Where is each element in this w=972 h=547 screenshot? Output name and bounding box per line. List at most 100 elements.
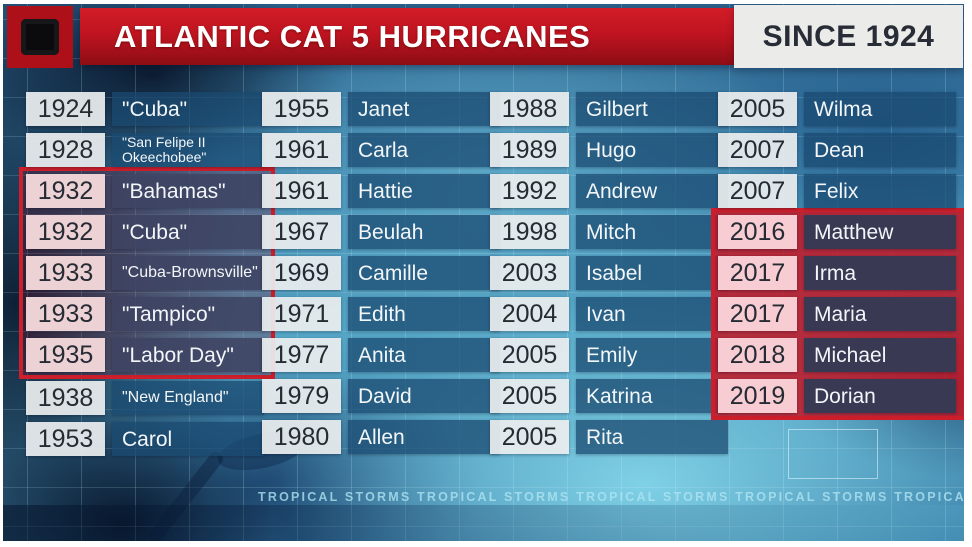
storm-row: 1989 Hugo bbox=[490, 133, 732, 167]
storm-name-cell: Hattie bbox=[348, 174, 500, 208]
storm-name-cell: "Cuba" bbox=[112, 92, 264, 126]
storm-name-cell: "Tampico" bbox=[112, 297, 264, 331]
storm-row: 1971 Edith bbox=[262, 297, 504, 331]
year-cell: 1961 bbox=[262, 133, 341, 167]
column-4: 2005 Wilma 2007 Dean 2007 Felix 2016 Matthew 201… bbox=[711, 92, 964, 422]
storm-row: 1998 Mitch bbox=[490, 215, 732, 249]
year-cell: 1988 bbox=[490, 92, 569, 126]
since-badge: SINCE 1924 bbox=[734, 5, 963, 68]
storm-row: 2005 Emily bbox=[490, 338, 732, 372]
storm-row: 2005 Katrina bbox=[490, 379, 732, 413]
storm-row: 1977 Anita bbox=[262, 338, 504, 372]
storm-row: 1988 Gilbert bbox=[490, 92, 732, 126]
storm-row: 1933 "Cuba-Brownsville" bbox=[26, 256, 268, 290]
storm-name-cell: Anita bbox=[348, 338, 500, 372]
storm-row: 2005 Wilma bbox=[718, 92, 960, 126]
hud-outline-box bbox=[788, 429, 878, 479]
storm-name-cell: "Bahamas" bbox=[112, 174, 264, 208]
year-cell: 2005 bbox=[490, 420, 569, 454]
year-cell: 1967 bbox=[262, 215, 341, 249]
storm-name-cell: Rita bbox=[576, 420, 728, 454]
year-cell: 1977 bbox=[262, 338, 341, 372]
year-cell: 1955 bbox=[262, 92, 341, 126]
storm-name-cell: Dean bbox=[804, 133, 956, 167]
since-label: SINCE 1924 bbox=[762, 19, 935, 53]
storm-name-cell: Matthew bbox=[804, 215, 956, 249]
storm-row: 2004 Ivan bbox=[490, 297, 732, 331]
year-cell: 1924 bbox=[26, 92, 105, 126]
storm-row: 2007 Dean bbox=[718, 133, 960, 167]
year-cell: 2017 bbox=[718, 297, 797, 331]
storm-name-cell: "Cuba" bbox=[112, 215, 264, 249]
title-bar: ATLANTIC CAT 5 HURRICANES bbox=[80, 8, 734, 65]
storm-name-cell: "San Felipe II Okeechobee" bbox=[112, 133, 264, 167]
storm-name-cell: Janet bbox=[348, 92, 500, 126]
storm-name-cell: Gilbert bbox=[576, 92, 728, 126]
storm-name-cell: Carla bbox=[348, 133, 500, 167]
year-cell: 2005 bbox=[490, 379, 569, 413]
storm-row: 2005 Rita bbox=[490, 420, 732, 454]
year-cell: 1961 bbox=[262, 174, 341, 208]
year-cell: 1971 bbox=[262, 297, 341, 331]
storm-name-cell: Hugo bbox=[576, 133, 728, 167]
year-cell: 1979 bbox=[262, 379, 341, 413]
year-cell: 2003 bbox=[490, 256, 569, 290]
storm-row: 1967 Beulah bbox=[262, 215, 504, 249]
storm-name-cell: Isabel bbox=[576, 256, 728, 290]
storm-row: 1938 "New England" bbox=[26, 381, 268, 415]
year-cell: 1969 bbox=[262, 256, 341, 290]
storm-row: 2003 Isabel bbox=[490, 256, 732, 290]
storm-row: 1979 David bbox=[262, 379, 504, 413]
storm-row: 1932 "Bahamas" bbox=[26, 174, 268, 208]
storm-name-cell: Beulah bbox=[348, 215, 500, 249]
year-cell: 1998 bbox=[490, 215, 569, 249]
year-cell: 2007 bbox=[718, 174, 797, 208]
storm-name-cell: Allen bbox=[348, 420, 500, 454]
year-cell: 2007 bbox=[718, 133, 797, 167]
storm-name-cell: Andrew bbox=[576, 174, 728, 208]
year-cell: 1938 bbox=[26, 381, 105, 415]
storm-name-cell: Katrina bbox=[576, 379, 728, 413]
year-cell: 2017 bbox=[718, 256, 797, 290]
storm-name-cell: David bbox=[348, 379, 500, 413]
year-cell: 1992 bbox=[490, 174, 569, 208]
storm-row: 1935 "Labor Day" bbox=[26, 338, 268, 372]
year-cell: 2018 bbox=[718, 338, 797, 372]
year-cell: 1989 bbox=[490, 133, 569, 167]
year-cell: 1933 bbox=[26, 256, 105, 290]
year-cell: 2019 bbox=[718, 379, 797, 413]
logo-square-icon bbox=[21, 19, 59, 55]
storm-row: 1933 "Tampico" bbox=[26, 297, 268, 331]
storm-row: 2017 Maria bbox=[718, 297, 960, 331]
broadcast-graphic: TROPICAL STORMS TROPICAL STORMS TROPICAL… bbox=[3, 4, 964, 541]
highlight-group: 2016 Matthew 2017 Irma 2017 Maria 2018 Michael 2… bbox=[711, 208, 964, 420]
storm-name-cell: Wilma bbox=[804, 92, 956, 126]
storm-name-cell: Maria bbox=[804, 297, 956, 331]
weather-channel-logo bbox=[7, 6, 73, 68]
storm-row: 1924 "Cuba" bbox=[26, 92, 268, 126]
page-title: ATLANTIC CAT 5 HURRICANES bbox=[114, 18, 591, 54]
year-cell: 1928 bbox=[26, 133, 105, 167]
storm-name-cell: Ivan bbox=[576, 297, 728, 331]
storm-row: 2016 Matthew bbox=[718, 215, 960, 249]
column-3: 1988 Gilbert 1989 Hugo 1992 Andrew 1998 Mitch 20… bbox=[490, 92, 732, 461]
year-cell: 1932 bbox=[26, 174, 105, 208]
storm-row: 1955 Janet bbox=[262, 92, 504, 126]
storm-name-cell: Michael bbox=[804, 338, 956, 372]
storm-row: 2018 Michael bbox=[718, 338, 960, 372]
year-cell: 1980 bbox=[262, 420, 341, 454]
storm-name-cell: Emily bbox=[576, 338, 728, 372]
storm-name-cell: Felix bbox=[804, 174, 956, 208]
storm-row: 1961 Hattie bbox=[262, 174, 504, 208]
storm-name-cell: Irma bbox=[804, 256, 956, 290]
year-cell: 1933 bbox=[26, 297, 105, 331]
storm-row: 2007 Felix bbox=[718, 174, 960, 208]
storm-row: 1953 Carol bbox=[26, 422, 268, 456]
storm-name-cell: Edith bbox=[348, 297, 500, 331]
storm-row: 1980 Allen bbox=[262, 420, 504, 454]
storm-name-cell: Mitch bbox=[576, 215, 728, 249]
storm-row: 1969 Camille bbox=[262, 256, 504, 290]
storm-row: 1992 Andrew bbox=[490, 174, 732, 208]
year-cell: 2016 bbox=[718, 215, 797, 249]
column-2: 1955 Janet 1961 Carla 1961 Hattie 1967 Beulah 19… bbox=[262, 92, 504, 461]
